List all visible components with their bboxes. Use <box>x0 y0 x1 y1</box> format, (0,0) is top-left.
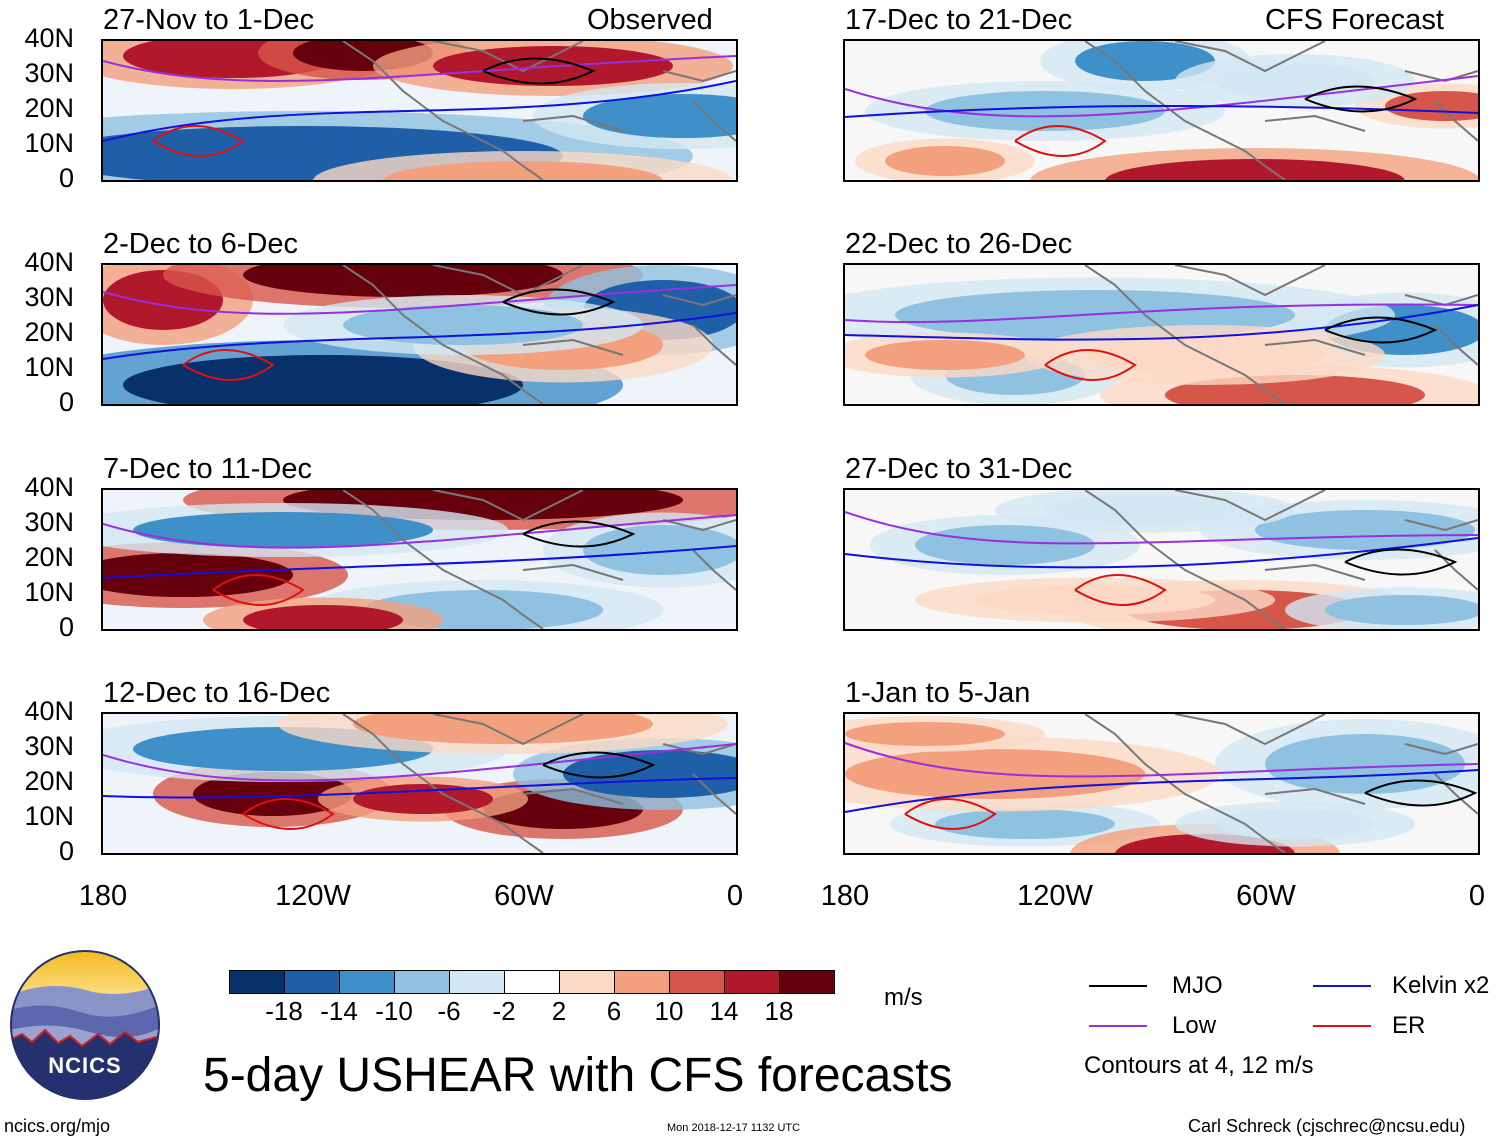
lat-label: 0 <box>58 163 74 193</box>
lat-label: 40N <box>24 696 74 726</box>
lon-label-120w-right: 120W <box>1017 880 1093 912</box>
credit: Carl Schreck (cjschrec@ncsu.edu) <box>1188 1116 1466 1136</box>
map-panel-obs-3 <box>101 488 738 631</box>
colorbar-swatch <box>614 970 670 994</box>
map-panel-fc-3 <box>843 488 1480 631</box>
colorbar-swatch <box>339 970 395 994</box>
map-panel-obs-2 <box>101 263 738 406</box>
map-panel-obs-1 <box>101 39 738 182</box>
lon-label-120w-left: 120W <box>275 880 351 912</box>
lat-label: 40N <box>24 247 74 277</box>
lat-label: 0 <box>58 612 74 642</box>
legend-label-mjo: MJO <box>1172 972 1223 999</box>
lat-label: 30N <box>24 507 74 537</box>
ncics-logo: NCICS <box>10 950 160 1100</box>
lat-label: 10N <box>24 577 74 607</box>
legend-label-er: ER <box>1392 1012 1426 1039</box>
colorbar-swatch <box>559 970 615 994</box>
timestamp: Mon 2018-12-17 1132 UTC <box>667 1122 801 1134</box>
colorbar-swatch <box>724 970 780 994</box>
units-label: m/s <box>884 984 923 1011</box>
logo-text: NCICS <box>48 1053 122 1078</box>
lat-label: 10N <box>24 352 74 382</box>
shear-field <box>845 265 1478 404</box>
colorbar-swatch <box>284 970 340 994</box>
panel-title-fc-2: 22-Dec to 26-Dec <box>845 228 1073 260</box>
colorbar-label: -2 <box>492 996 516 1026</box>
panel-title-obs-4: 12-Dec to 16-Dec <box>103 677 331 709</box>
colorbar-label: 10 <box>654 996 684 1026</box>
colorbar-label: 14 <box>709 996 739 1026</box>
colorbar-swatch <box>779 970 835 994</box>
lat-label: 20N <box>24 766 74 796</box>
figure-title: 5-day USHEAR with CFS forecasts <box>203 1049 953 1102</box>
lat-label: 30N <box>24 58 74 88</box>
map-panel-fc-2 <box>843 263 1480 406</box>
lat-label: 0 <box>58 836 74 866</box>
shear-field <box>103 265 736 404</box>
colorbar-swatch <box>394 970 450 994</box>
legend-line-mjo <box>1089 985 1147 987</box>
contour-note: Contours at 4, 12 m/s <box>1084 1052 1314 1079</box>
colorbar-label: 6 <box>606 996 622 1026</box>
panel-title-obs-3: 7-Dec to 11-Dec <box>103 453 312 485</box>
legend-line-kelvin <box>1313 985 1371 987</box>
colorbar-swatch <box>229 970 285 994</box>
lat-label: 20N <box>24 317 74 347</box>
lat-label: 30N <box>24 282 74 312</box>
panel-title-fc-4: 1-Jan to 5-Jan <box>845 677 1031 709</box>
lon-label-0-right: 0 <box>1468 880 1486 912</box>
map-panel-fc-1 <box>843 39 1480 182</box>
lat-label: 40N <box>24 23 74 53</box>
lat-label: 0 <box>58 387 74 417</box>
shear-field <box>103 490 736 629</box>
shear-field <box>845 41 1478 180</box>
lat-label: 20N <box>24 542 74 572</box>
lon-label-180-left: 180 <box>78 880 128 912</box>
observed-label: Observed <box>587 4 713 36</box>
colorbar-label: -6 <box>437 996 461 1026</box>
map-panel-fc-4 <box>843 712 1480 855</box>
colorbar-label: -10 <box>375 996 413 1026</box>
panel-title-obs-2: 2-Dec to 6-Dec <box>103 228 299 260</box>
lat-label: 10N <box>24 801 74 831</box>
shear-field <box>103 41 736 180</box>
legend-label-low: Low <box>1172 1012 1217 1039</box>
panel-title-fc-1: 17-Dec to 21-Dec <box>845 4 1073 36</box>
lat-label: 40N <box>24 472 74 502</box>
legend-line-low <box>1089 1025 1147 1027</box>
legend-label-kelvin: Kelvin x2 <box>1392 972 1490 999</box>
lon-label-0-left: 0 <box>726 880 744 912</box>
shear-field <box>845 714 1478 853</box>
colorbar-swatch <box>504 970 560 994</box>
lat-label: 10N <box>24 128 74 158</box>
lon-label-180-right: 180 <box>820 880 870 912</box>
lat-label: 30N <box>24 731 74 761</box>
lon-label-60w-left: 60W <box>494 880 554 912</box>
lon-label-60w-right: 60W <box>1236 880 1296 912</box>
panel-title-fc-3: 27-Dec to 31-Dec <box>845 453 1073 485</box>
colorbar-swatch <box>449 970 505 994</box>
website-link[interactable]: ncics.org/mjo <box>4 1116 111 1136</box>
forecast-label: CFS Forecast <box>1265 4 1444 36</box>
colorbar-label: -14 <box>320 996 358 1026</box>
shear-field <box>845 490 1478 629</box>
colorbar-swatch <box>669 970 725 994</box>
colorbar-label: -18 <box>265 996 303 1026</box>
map-panel-obs-4 <box>101 712 738 855</box>
lat-label: 20N <box>24 93 74 123</box>
colorbar-label: 2 <box>551 996 567 1026</box>
colorbar-label: 18 <box>764 996 794 1026</box>
legend-line-er <box>1313 1025 1371 1027</box>
shear-field <box>103 714 736 853</box>
panel-title-obs-1: 27-Nov to 1-Dec <box>103 4 315 36</box>
